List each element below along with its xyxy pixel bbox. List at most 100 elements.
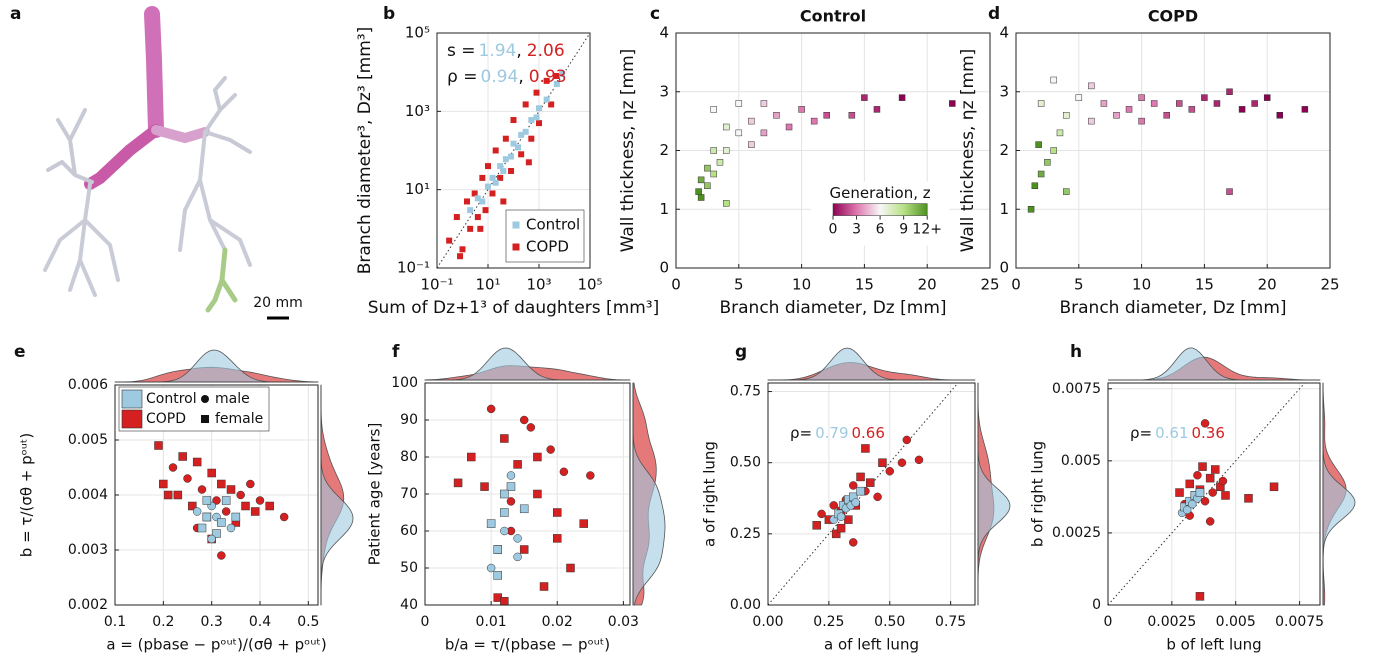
y-tick-label: 0.0075 — [1052, 381, 1101, 397]
point — [1195, 592, 1205, 601]
x-tick-label: 10⁵ — [577, 276, 602, 294]
point — [873, 106, 881, 113]
point — [519, 545, 529, 554]
point — [486, 519, 496, 528]
point — [798, 106, 805, 113]
point — [1226, 88, 1233, 95]
point — [1301, 106, 1309, 113]
point — [748, 141, 755, 148]
point — [467, 225, 474, 232]
point — [485, 163, 491, 170]
legend-label: COPD — [146, 411, 186, 427]
point — [722, 123, 730, 131]
plot-frame — [767, 382, 976, 606]
x-axis-label: Sum of Dz+1³ of daughters [mm³] — [368, 298, 660, 318]
point — [178, 452, 187, 461]
point — [479, 198, 486, 205]
point — [497, 163, 504, 170]
point — [546, 445, 555, 454]
point — [553, 72, 560, 79]
point — [1213, 100, 1221, 107]
y-tick-label: 0.005 — [68, 432, 108, 448]
point — [1037, 100, 1045, 107]
panel-letter: b — [383, 4, 395, 24]
annotation-label: ρ = — [447, 67, 477, 87]
point — [212, 529, 221, 538]
point — [1175, 488, 1184, 497]
colorbar-label: Generation, z — [830, 184, 931, 202]
plot-frame — [1015, 32, 1331, 269]
x-tick-label: 25 — [980, 276, 999, 294]
point — [482, 207, 489, 214]
point — [1125, 106, 1133, 113]
x-tick-label: 0.0075 — [1275, 614, 1324, 630]
y-tick-label: 1 — [999, 200, 1009, 218]
point — [553, 534, 562, 543]
point — [500, 508, 509, 517]
point — [1031, 182, 1039, 189]
x-tick-label: 0.02 — [542, 614, 573, 630]
x-tick-label: 0.01 — [476, 614, 507, 630]
point — [474, 195, 481, 202]
airway-tree — [43, 6, 252, 313]
point — [1150, 100, 1158, 107]
point — [163, 490, 173, 500]
panel-letter: e — [14, 342, 26, 362]
legend-swatch — [121, 389, 143, 409]
point — [457, 253, 464, 260]
x-tick-label: 0.25 — [813, 614, 844, 630]
point — [1205, 473, 1215, 483]
point — [878, 458, 887, 467]
point — [1226, 188, 1233, 195]
point — [525, 159, 532, 166]
point — [500, 434, 509, 443]
colorbar-tick-label: 9 — [899, 222, 908, 238]
plot-frame — [1107, 382, 1321, 606]
point — [1205, 517, 1215, 526]
plot-frame — [424, 382, 631, 606]
legend-marker — [512, 221, 520, 229]
colorbar-tick-label: 6 — [876, 222, 885, 238]
x-tick-label: 0.4 — [249, 614, 271, 630]
point — [493, 571, 502, 580]
x-tick-label: 0.3 — [201, 614, 223, 630]
point — [492, 147, 499, 154]
point — [231, 512, 241, 522]
annotation-value: 0.66 — [852, 424, 885, 442]
point — [579, 519, 588, 528]
point — [695, 188, 702, 195]
x-tick-label: 0.50 — [874, 614, 905, 630]
y-tick-label: 0.006 — [68, 377, 108, 393]
point — [500, 597, 509, 606]
x-tick-label: 0.2 — [152, 614, 174, 630]
y-tick-label: 0.00 — [730, 597, 761, 613]
marginal-density — [768, 347, 975, 381]
x-axis-label: Branch diameter, Dz [mm] — [719, 298, 946, 318]
point — [202, 496, 212, 505]
colorbar-tick-label: 12+ — [912, 222, 942, 238]
legend-marker — [201, 415, 209, 423]
point — [748, 117, 755, 125]
y-tick-label: 0.50 — [730, 455, 761, 471]
legend-label: male — [215, 391, 250, 407]
plot-frame — [675, 32, 991, 269]
point — [485, 183, 491, 190]
marginal-density — [977, 383, 1011, 605]
point — [861, 94, 868, 101]
point — [823, 112, 830, 119]
point — [1182, 505, 1192, 515]
point — [1188, 499, 1197, 509]
legend-label: Control — [526, 216, 580, 234]
x-tick-label: 10⁻¹ — [420, 276, 453, 294]
y-tick-label: 0.75 — [730, 384, 761, 400]
y-tick-label: 70 — [400, 486, 418, 502]
point — [217, 551, 226, 560]
point — [553, 80, 560, 87]
point — [221, 507, 231, 516]
point — [722, 200, 730, 207]
point — [844, 515, 853, 524]
point — [866, 478, 875, 487]
point — [1138, 117, 1145, 125]
